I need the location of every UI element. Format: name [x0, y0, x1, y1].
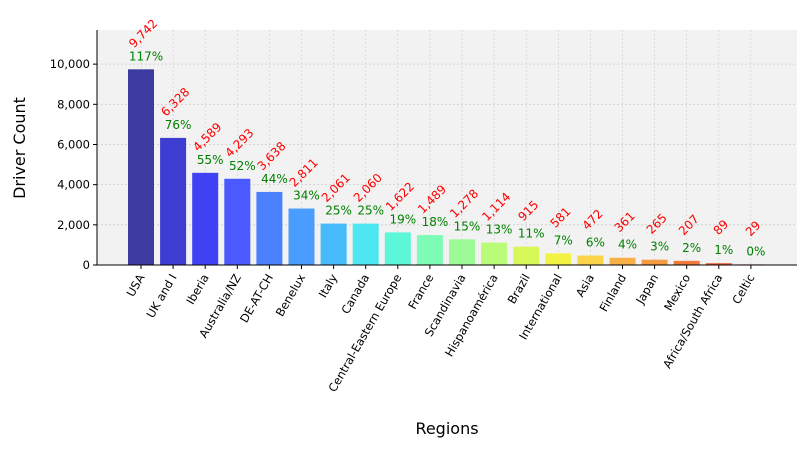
x-tick-label: Iberia — [183, 272, 211, 307]
x-tick-label: Africa/South Africa — [660, 272, 725, 371]
percent-label: 0% — [746, 244, 765, 258]
percent-label: 18% — [422, 215, 449, 229]
y-ticks: 0 2,000 4,000 6,000 8,000 10,000 — [50, 57, 97, 272]
bar — [673, 260, 700, 265]
bar — [545, 253, 572, 265]
bar — [609, 257, 636, 265]
x-tick-label: Canada — [338, 272, 372, 317]
percent-label: 76% — [165, 118, 192, 132]
y-tick-label: 0 — [83, 258, 90, 272]
percent-label: 25% — [325, 204, 352, 218]
bar — [481, 242, 508, 265]
bar — [256, 191, 283, 265]
x-tick-label: Finland — [596, 272, 629, 315]
bar — [320, 223, 347, 265]
percent-label: 55% — [197, 153, 224, 167]
percent-label: 6% — [586, 236, 605, 250]
percent-label: 4% — [618, 238, 637, 252]
percent-label: 19% — [389, 212, 416, 226]
y-tick-label: 8,000 — [57, 97, 90, 111]
bar — [128, 69, 154, 265]
y-tick-label: 6,000 — [57, 137, 90, 151]
x-tick-label: Celtic — [729, 272, 757, 307]
x-tick-label: Italy — [316, 271, 341, 300]
x-tick-label: Japan — [633, 272, 662, 308]
x-tick-label: USA — [124, 271, 148, 299]
y-tick-label: 4,000 — [57, 178, 90, 192]
bar — [449, 239, 475, 265]
x-tick-label: Mexico — [661, 272, 693, 314]
bar — [160, 137, 187, 265]
x-tick-label: Benelux — [273, 271, 309, 319]
percent-label: 13% — [486, 223, 513, 237]
percent-label: 25% — [357, 204, 384, 218]
bars — [128, 69, 764, 265]
x-tick-label: Brazil — [505, 272, 533, 307]
percent-label: 34% — [293, 189, 320, 203]
percent-label: 11% — [518, 227, 545, 241]
y-tick-label: 2,000 — [57, 218, 90, 232]
percent-label: 52% — [229, 159, 256, 173]
bar — [288, 208, 315, 265]
bar — [513, 246, 540, 265]
y-tick-label: 10,000 — [50, 57, 90, 71]
bar — [224, 178, 251, 265]
percent-label: 1% — [714, 243, 733, 257]
bar — [416, 235, 443, 265]
percent-label: 3% — [650, 240, 669, 254]
x-tick-label: Asia — [573, 272, 597, 300]
bar — [705, 263, 732, 265]
bar — [192, 172, 219, 265]
x-tick-label: France — [405, 272, 436, 312]
percent-label: 2% — [682, 241, 701, 255]
y-axis-title: Driver Count — [10, 97, 29, 199]
bar — [577, 255, 604, 265]
percent-label: 117% — [129, 49, 163, 63]
percent-label: 44% — [261, 172, 288, 186]
x-axis-title: Regions — [415, 419, 478, 438]
percent-label: 7% — [554, 233, 573, 247]
percent-label: 15% — [454, 219, 481, 233]
x-tick-label: UK and I — [143, 272, 179, 321]
bar — [641, 259, 668, 265]
bar — [384, 232, 411, 265]
bar — [352, 223, 379, 265]
